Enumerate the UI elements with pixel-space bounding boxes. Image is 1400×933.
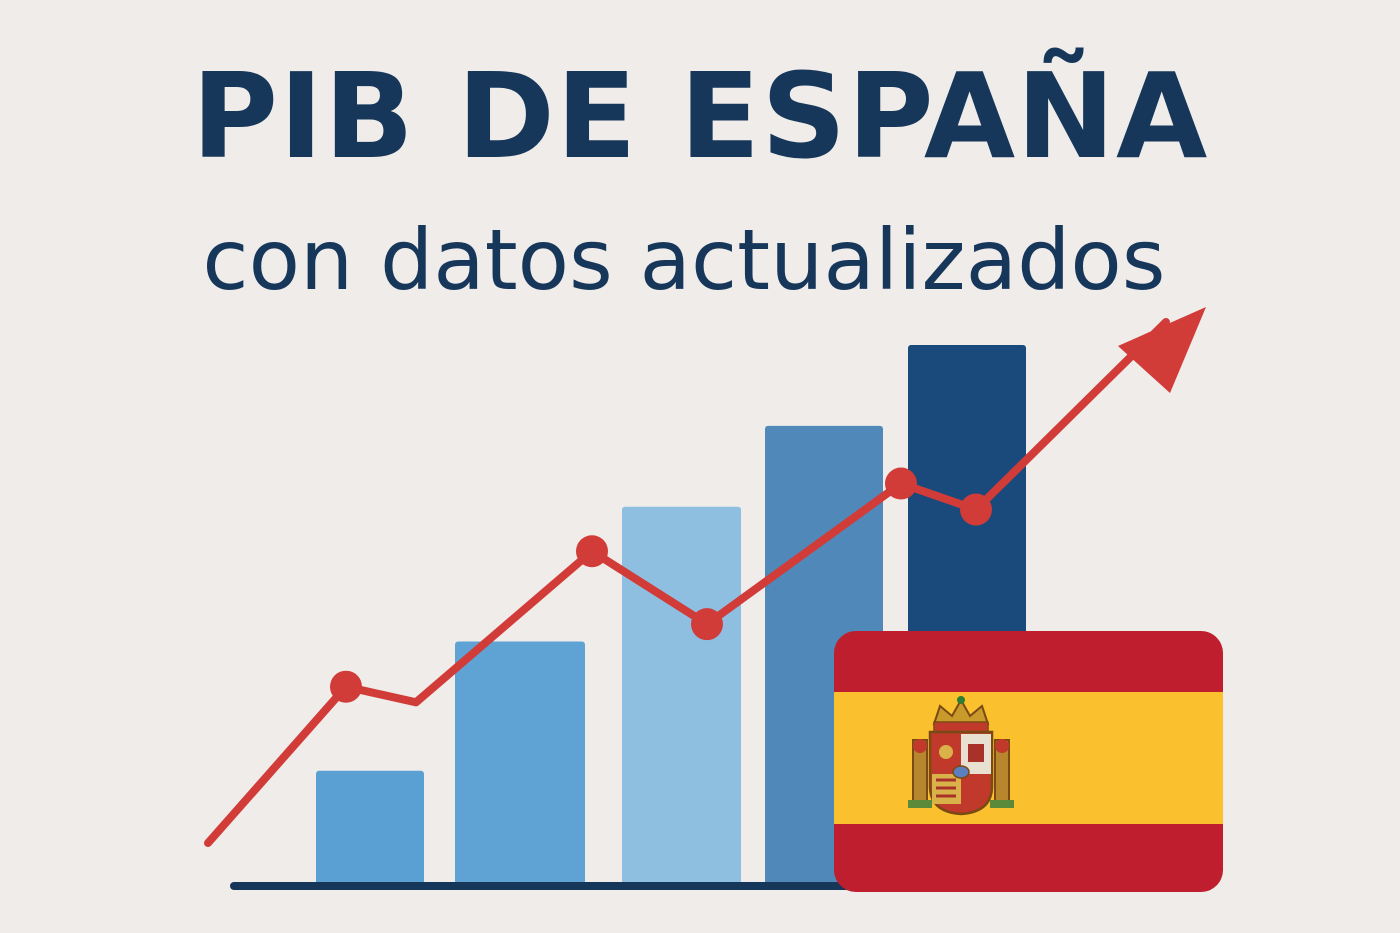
trend-marker-1 [330, 670, 362, 703]
trend-marker-5 [960, 493, 992, 526]
bar-1 [316, 770, 424, 884]
page-subtitle: con datos actualizados [202, 211, 1166, 309]
trend-marker-3 [691, 608, 723, 641]
spain-flag-icon [834, 631, 1223, 892]
bar-3 [622, 506, 741, 884]
trend-marker-2 [576, 535, 608, 568]
trend-arrowhead [1118, 307, 1206, 393]
page-title: PIB DE ESPAÑA [191, 47, 1209, 185]
bar-2 [455, 641, 585, 884]
coat-of-arms-icon [908, 696, 1014, 816]
trend-marker-4 [885, 467, 917, 500]
trend-line-group [204, 307, 1206, 847]
